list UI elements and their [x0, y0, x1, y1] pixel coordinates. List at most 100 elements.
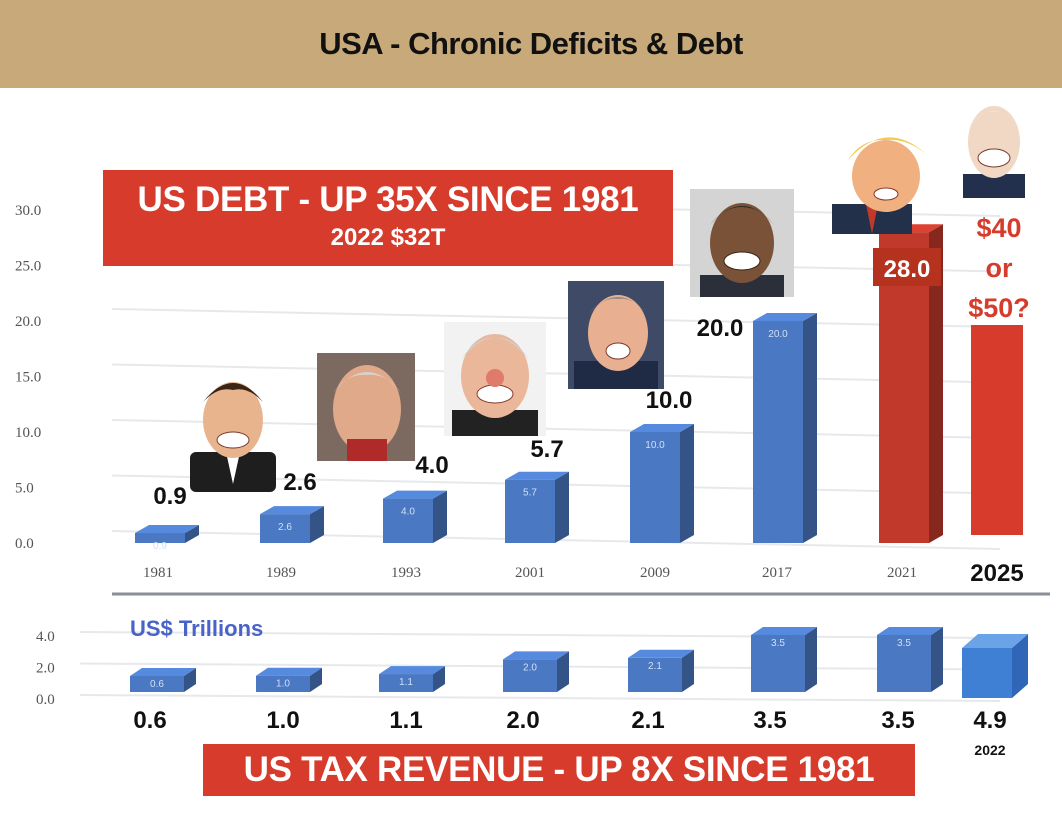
debt-bar-top [630, 424, 694, 432]
projection-line-2: or [985, 253, 1013, 283]
portrait-1989 [317, 353, 415, 461]
debt-bar-top [505, 471, 569, 480]
revenue-bar [256, 675, 310, 692]
debt-value-label: 20.0 [697, 315, 744, 342]
debt-bar-side [310, 506, 324, 543]
debt-x-tick: 2025 [970, 560, 1023, 587]
debt-bar-top [135, 525, 199, 534]
debt-value-label: 2.6 [283, 469, 316, 496]
debt-x-tick: 2009 [640, 565, 670, 581]
portrait-2017 [690, 189, 794, 297]
projection-line-3: $50? [968, 293, 1030, 323]
debt-y-tick: 0.0 [15, 536, 34, 552]
debt-bar [630, 432, 680, 543]
revenue-gridline [79, 631, 1001, 639]
debt-bar [260, 514, 310, 543]
revenue-y-axis: 0.0 2.0 4.0 [36, 629, 55, 708]
debt-value-label: 0.9 [153, 483, 186, 510]
revenue-bar [503, 659, 557, 692]
revenue-bar-top [877, 627, 943, 635]
title-bar: USA - Chronic Deficits & Debt [0, 0, 1062, 88]
debt-x-tick: 1981 [143, 565, 173, 581]
debt-inbar-label: 5.7 [523, 488, 537, 499]
revenue-inbar-label: 0.6 [150, 679, 164, 690]
revenue-y-tick: 2.0 [36, 661, 55, 677]
revenue-inbar-label: 1.1 [399, 677, 413, 688]
revenue-bars [130, 627, 1028, 698]
page-title: USA - Chronic Deficits & Debt [319, 26, 743, 61]
revenue-inbar-label: 3.5 [897, 638, 911, 649]
debt-bar-top [260, 506, 324, 515]
revenue-bar-side [433, 666, 445, 692]
projection-label: $40 or $50? [962, 208, 1036, 328]
debt-value-label: 10.0 [646, 387, 693, 414]
revenue-bar [628, 657, 682, 692]
revenue-inbar-label: 1.0 [276, 679, 290, 690]
debt-y-tick: 5.0 [15, 481, 34, 497]
revenue-bar-top [503, 651, 569, 660]
debt-y-tick: 10.0 [15, 425, 41, 441]
portrait-2021 [826, 124, 936, 234]
revenue-value-label: 0.6 [133, 707, 166, 734]
revenue-y-tick: 0.0 [36, 692, 55, 708]
debt-bar [753, 321, 803, 543]
debt-bar-side [680, 424, 694, 543]
revenue-bar-side [557, 651, 569, 692]
revenue-gridline [79, 694, 1001, 702]
debt-value-label: 28.0 [884, 256, 931, 283]
revenue-value-label: 1.1 [389, 707, 422, 734]
portrait-1993 [444, 322, 546, 436]
portrait-2025 [957, 100, 1031, 198]
debt-y-tick: 25.0 [15, 259, 41, 275]
revenue-bar-side [931, 627, 943, 692]
revenue-banner: US TAX REVENUE - UP 8X SINCE 1981 [203, 744, 915, 796]
debt-bar-side [803, 313, 817, 543]
projection-line-1: $40 [976, 213, 1022, 243]
revenue-bar [751, 635, 805, 692]
units-label: US$ Trillions [130, 616, 264, 641]
debt-inbar-label: 2.6 [278, 522, 292, 533]
revenue-value-label: 2.0 [506, 707, 539, 734]
debt-y-tick: 15.0 [15, 370, 41, 386]
debt-inbar-label: 4.0 [401, 507, 415, 518]
debt-x-tick: 2021 [887, 565, 917, 581]
debt-banner-title: US DEBT - UP 35X SINCE 1981 [137, 180, 639, 219]
debt-bar [135, 533, 185, 543]
revenue-value-label: 2.1 [631, 707, 664, 734]
portrait-1981 [188, 372, 278, 492]
revenue-year-note: 2022 [974, 742, 1005, 758]
revenue-value-label: 3.5 [753, 707, 786, 734]
debt-y-axis: 0.0 5.0 10.0 15.0 20.0 25.0 30.0 [15, 203, 41, 552]
debt-banner-subtitle: 2022 $32T [330, 224, 446, 251]
revenue-value-label: 1.0 [266, 707, 299, 734]
debt-value-label: 5.7 [530, 436, 563, 463]
debt-x-tick: 1989 [266, 565, 296, 581]
debt-x-tick: 1993 [391, 565, 421, 581]
debt-y-tick: 20.0 [15, 314, 41, 330]
debt-value-labels: 0.9 2.6 4.0 5.7 10.0 20.0 0.9 2.6 4.0 5.7 10.0 20.0… [153, 248, 941, 552]
revenue-bar-top [628, 649, 694, 658]
revenue-bar-top [379, 666, 445, 675]
portrait-2001 [568, 281, 664, 389]
revenue-bar-side [682, 649, 694, 692]
revenue-bar-side [310, 667, 322, 692]
debt-bar [505, 479, 555, 543]
revenue-bar [379, 674, 433, 692]
debt-bar-top [383, 490, 447, 499]
debt-bar-side [433, 490, 447, 543]
revenue-bar-top [751, 627, 817, 635]
debt-inbar-label: 0.9 [153, 541, 167, 552]
debt-y-tick: 30.0 [15, 203, 41, 219]
revenue-cube [962, 648, 1012, 698]
revenue-inbar-label: 2.0 [523, 662, 537, 673]
debt-gridline [111, 308, 1001, 328]
debt-bar-top [753, 313, 817, 321]
revenue-bar [877, 635, 931, 692]
revenue-inbar-label: 3.5 [771, 638, 785, 649]
revenue-bar-top [130, 668, 196, 676]
revenue-bar [130, 676, 184, 692]
debt-x-tick: 2001 [515, 565, 545, 581]
debt-x-axis: 1981 1989 1993 2001 2009 2017 2021 2025 [143, 560, 1024, 587]
debt-inbar-label: 10.0 [645, 440, 665, 451]
debt-gridline [111, 363, 1001, 384]
